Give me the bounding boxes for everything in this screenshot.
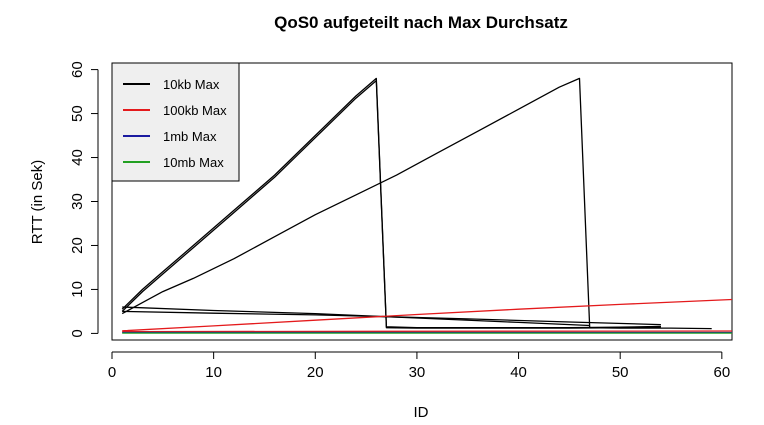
x-axis-label: ID (414, 404, 429, 421)
legend: 10kb Max 100kb Max 1mb Max 10mb Max (111, 62, 240, 182)
legend-label: 1mb Max (163, 129, 217, 144)
y-tick-label: 30 (69, 193, 86, 210)
y-tick-label: 10 (69, 281, 86, 298)
legend-label: 100kb Max (163, 103, 227, 118)
x-tick-label: 40 (510, 364, 527, 381)
series-line-0-1 (121, 79, 661, 329)
legend-label: 10kb Max (163, 77, 220, 92)
y-axis-label: RTT (in Sek) (29, 160, 46, 244)
y-axis: 0 10 20 30 40 50 60 (69, 61, 99, 338)
y-tick-label: 20 (69, 237, 86, 254)
x-tick-label: 60 (713, 364, 730, 381)
legend-label: 10mb Max (163, 155, 224, 170)
series-line-0-4 (122, 306, 590, 327)
series-line-1-1 (122, 330, 733, 333)
y-tick-label: 0 (69, 329, 86, 337)
x-tick-label: 20 (307, 364, 324, 381)
plot-frame (111, 62, 733, 341)
x-tick-label: 30 (409, 364, 426, 381)
y-tick-label: 50 (69, 105, 86, 122)
chart-title: QoS0 aufgeteilt nach Max Durchsatz (274, 13, 568, 32)
series-line-1-0 (122, 298, 733, 332)
series-line-0-2 (122, 310, 661, 326)
plot-area (111, 62, 733, 341)
x-tick-label: 50 (612, 364, 629, 381)
y-tick-label: 60 (69, 61, 86, 78)
x-tick-label: 0 (108, 364, 116, 381)
x-tick-label: 10 (205, 364, 222, 381)
series-line-0-3 (121, 77, 712, 330)
y-tick-label: 40 (69, 149, 86, 166)
x-axis: 0 10 20 30 40 50 60 (108, 351, 730, 381)
